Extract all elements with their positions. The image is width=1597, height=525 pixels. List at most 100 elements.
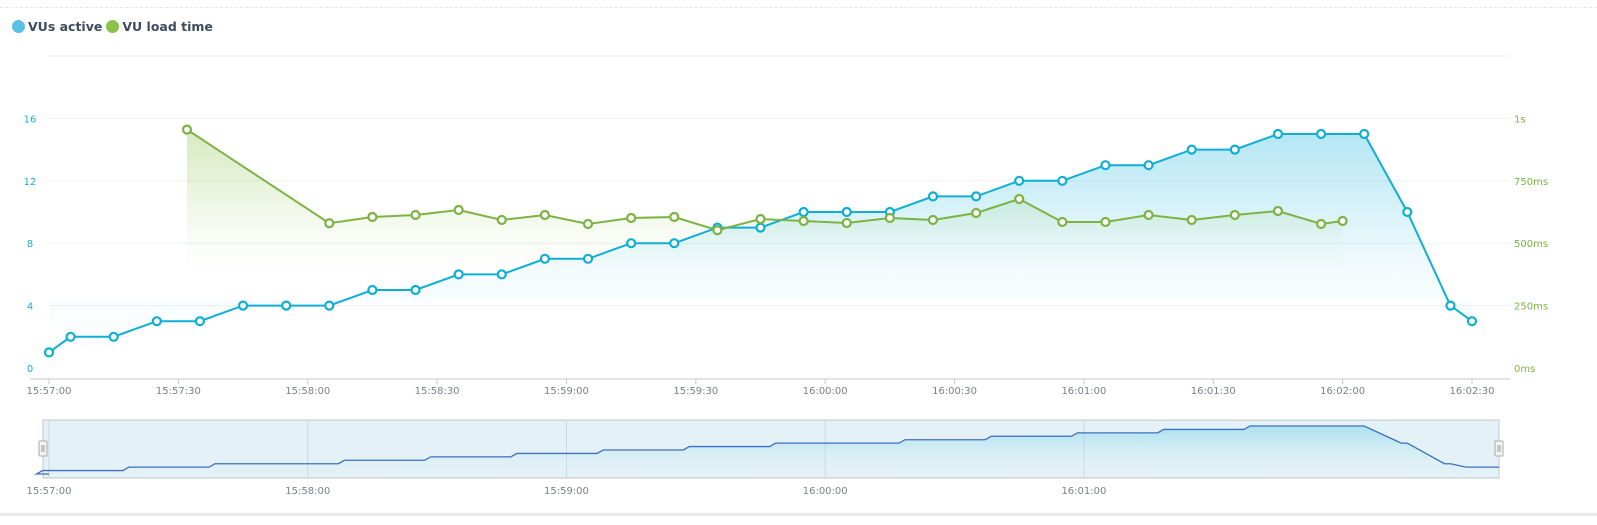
data-point [539,253,550,264]
data-point [1402,206,1413,218]
data-point [1186,144,1197,155]
y-left-tick-label: 16 [24,114,37,125]
data-point [1014,175,1025,186]
series-area-vu-load-time [186,129,1343,272]
y-right-tick-label: 1s [1514,114,1526,125]
data-point [65,331,76,342]
data-point [1315,128,1327,140]
top-divider [0,7,1597,8]
data-point [237,300,249,311]
data-point [496,214,507,226]
data-point [367,211,378,223]
data-point [1143,160,1154,171]
legend-item-vus-active[interactable]: VUs active [12,19,102,34]
navigator-tick-label: 16:00:00 [803,486,848,497]
navigator-tick-label: 15:59:00 [544,486,589,497]
navigator-handle-left[interactable] [38,440,48,457]
data-point [1186,214,1197,226]
x-tick-label: 16:01:30 [1191,386,1236,397]
data-point [1272,205,1284,217]
data-point [1445,300,1456,311]
data-point [927,214,939,226]
data-point [669,211,680,223]
data-point [324,218,335,229]
y-right-tick-label: 0ms [1514,364,1535,375]
data-point [1143,209,1154,221]
y-right-tick-label: 500ms [1514,239,1548,250]
data-point [453,204,464,216]
x-tick-label: 15:59:00 [544,386,589,397]
data-point [755,213,766,225]
x-tick-label: 16:01:00 [1061,386,1106,397]
legend-item-vu-load-time[interactable]: VU load time [106,19,213,34]
data-point [669,238,680,249]
legend-label: VU load time [122,19,213,34]
navigator-handle-right[interactable] [1494,440,1504,457]
data-point [712,225,723,236]
data-point [1466,316,1478,327]
x-tick-label: 16:00:00 [803,386,848,397]
data-point [971,207,982,219]
x-tick-label: 16:02:00 [1320,386,1365,397]
data-point [1272,128,1284,140]
y-left-tick-label: 4 [27,302,33,313]
data-point [43,347,55,358]
y-right-tick-label: 250ms [1514,302,1548,313]
navigator-area [36,426,1500,478]
data-point [1057,216,1068,228]
data-point [626,212,637,224]
data-point [410,209,421,221]
data-point [1014,193,1025,205]
data-point [841,217,852,229]
data-point [453,269,464,280]
data-point [1229,144,1240,155]
data-point [410,284,421,296]
data-point [626,238,637,249]
navigator-series-line [34,425,1499,475]
y-left-tick-label: 8 [27,239,33,250]
x-tick-label: 16:00:30 [932,386,977,397]
data-point [927,191,939,202]
data-point [1315,218,1327,230]
data-point [1100,216,1111,228]
data-point [841,206,852,218]
data-point [582,218,594,230]
legend: VUs active VU load time [12,19,217,34]
data-point [798,215,809,227]
data-point [539,209,550,221]
data-point [194,316,206,327]
data-point [151,316,162,327]
x-tick-label: 15:58:30 [415,386,460,397]
data-point [281,300,292,311]
y-right-tick-label: 750ms [1514,177,1548,188]
legend-label: VUs active [28,19,103,34]
navigator-tick-label: 15:58:00 [285,486,330,497]
y-left-tick-label: 12 [24,177,37,188]
navigator-tick-label: 16:01:00 [1061,486,1106,497]
data-point [324,300,335,311]
navigator-tick-label: 15:57:00 [27,486,72,497]
data-point [1337,215,1348,227]
x-tick-label: 15:58:00 [285,386,330,397]
data-point [367,284,378,296]
series-line-vu-load-time [186,128,1343,232]
data-point [108,331,119,342]
x-tick-label: 15:57:30 [156,386,201,397]
data-point [582,253,594,264]
x-tick-label: 16:02:30 [1450,386,1495,397]
legend-dot-icon [12,20,25,33]
data-point [1100,160,1111,171]
data-point [181,124,193,135]
data-point [1057,175,1068,186]
data-point [496,269,507,280]
data-point [884,212,895,224]
x-tick-label: 15:59:30 [673,386,718,397]
data-point [755,222,766,233]
data-point [798,206,809,218]
legend-dot-icon [106,20,120,33]
x-tick-label: 15:57:00 [27,386,72,397]
data-point [1359,128,1370,140]
data-point [1229,209,1240,221]
bottom-divider [0,513,1597,516]
